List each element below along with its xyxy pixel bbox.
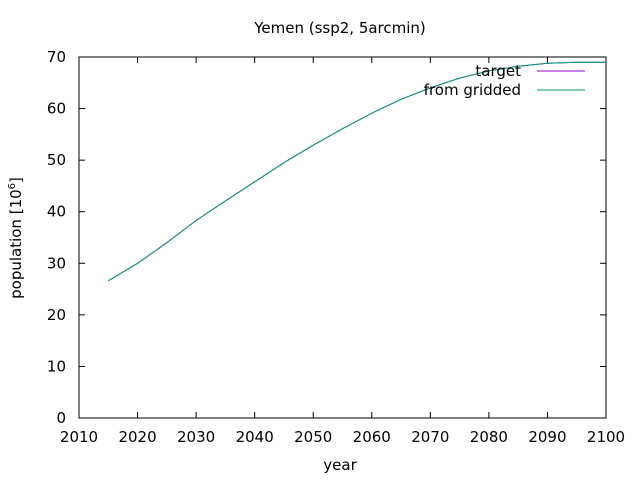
y-tick-label: 70 — [47, 48, 66, 66]
y-axis-ticks: 0 10 20 30 40 50 60 70 — [47, 48, 606, 427]
x-tick-label: 2060 — [353, 428, 391, 446]
plot-frame — [78, 56, 607, 419]
y-tick-label: 50 — [47, 151, 66, 169]
x-tick-label: 2010 — [60, 428, 98, 446]
series-line-from-gridded — [108, 61, 606, 282]
y-axis-label-close: ] — [7, 177, 25, 183]
y-tick-label: 20 — [47, 306, 66, 324]
x-tick-label: 2100 — [587, 428, 625, 446]
x-tick-label: 2030 — [177, 428, 215, 446]
y-tick-label: 40 — [47, 203, 66, 221]
y-tick-label: 0 — [56, 409, 66, 427]
x-tick-label: 2050 — [294, 428, 332, 446]
y-tick-label: 10 — [47, 357, 66, 375]
x-tick-label: 2080 — [470, 428, 508, 446]
x-tick-label: 2040 — [236, 428, 274, 446]
x-axis-ticks: 2010 2020 2030 2040 2050 2060 2070 2080 2090 2100 — [60, 57, 625, 446]
series-line-target — [108, 61, 606, 282]
chart-title: Yemen (ssp2, 5arcmin) — [253, 19, 426, 37]
x-tick-label: 2090 — [528, 428, 566, 446]
y-axis-label: population [106] — [7, 177, 25, 299]
legend-label: from gridded — [424, 81, 521, 99]
y-axis-label-main: population [10 — [7, 189, 25, 299]
y-tick-label: 30 — [47, 254, 66, 272]
series-layer — [108, 61, 606, 282]
legend-label: target — [475, 62, 521, 80]
y-tick-label: 60 — [47, 100, 66, 118]
x-axis-label: year — [323, 456, 357, 474]
x-tick-label: 2070 — [411, 428, 449, 446]
y-axis-label-exponent: 6 — [7, 183, 18, 189]
x-tick-label: 2020 — [118, 428, 156, 446]
